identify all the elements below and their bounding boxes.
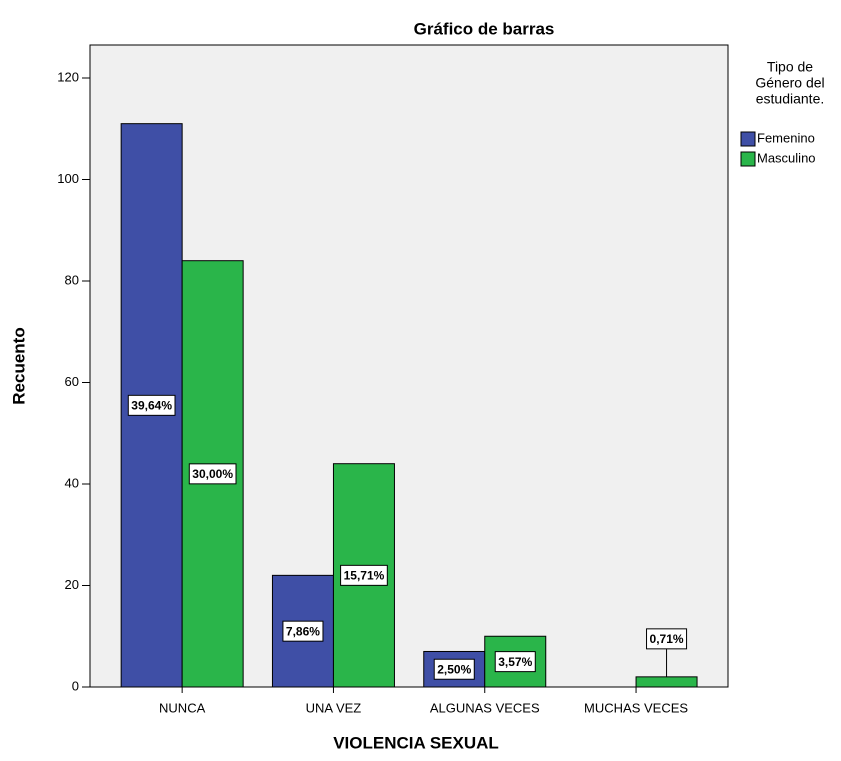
data-label: 15,71% bbox=[344, 569, 385, 583]
data-label-box bbox=[433, 658, 475, 680]
legend-swatch bbox=[740, 131, 756, 147]
x-tick-label: NUNCA bbox=[159, 700, 206, 715]
y-tick-label: 80 bbox=[65, 272, 79, 287]
data-label: 2,50% bbox=[437, 662, 471, 676]
data-label: 39,64% bbox=[131, 399, 172, 413]
data-label-box bbox=[188, 463, 237, 485]
legend-title: Género del bbox=[755, 75, 824, 91]
x-tick-label: MUCHAS VECES bbox=[584, 700, 688, 715]
data-label: 30,00% bbox=[192, 467, 233, 481]
y-tick-label: 20 bbox=[65, 577, 79, 592]
data-label-box bbox=[494, 651, 536, 673]
x-axis-label: VIOLENCIA SEXUAL bbox=[333, 733, 499, 752]
y-tick-label: 60 bbox=[65, 374, 79, 389]
data-label-box bbox=[282, 620, 324, 642]
x-tick-label: ALGUNAS VECES bbox=[430, 700, 540, 715]
legend-label: Femenino bbox=[757, 130, 815, 145]
bar bbox=[635, 676, 698, 688]
data-label: 7,86% bbox=[286, 624, 320, 638]
y-tick-label: 0 bbox=[72, 678, 79, 693]
data-label: 3,57% bbox=[498, 655, 532, 669]
data-label-box bbox=[340, 564, 388, 586]
legend-label: Masculino bbox=[757, 150, 816, 165]
data-label-box bbox=[646, 628, 688, 650]
y-axis-label: Recuento bbox=[9, 327, 28, 404]
data-label: 0,71% bbox=[650, 632, 684, 646]
legend-swatch bbox=[740, 151, 756, 167]
y-tick-label: 100 bbox=[57, 171, 79, 186]
y-tick-label: 120 bbox=[57, 69, 79, 84]
legend-title: estudiante. bbox=[756, 91, 825, 107]
chart-title: Gráfico de barras bbox=[414, 19, 555, 38]
data-label-box bbox=[127, 394, 176, 416]
y-tick-label: 40 bbox=[65, 475, 79, 490]
x-tick-label: UNA VEZ bbox=[306, 700, 362, 715]
legend-title: Tipo de bbox=[767, 59, 813, 75]
